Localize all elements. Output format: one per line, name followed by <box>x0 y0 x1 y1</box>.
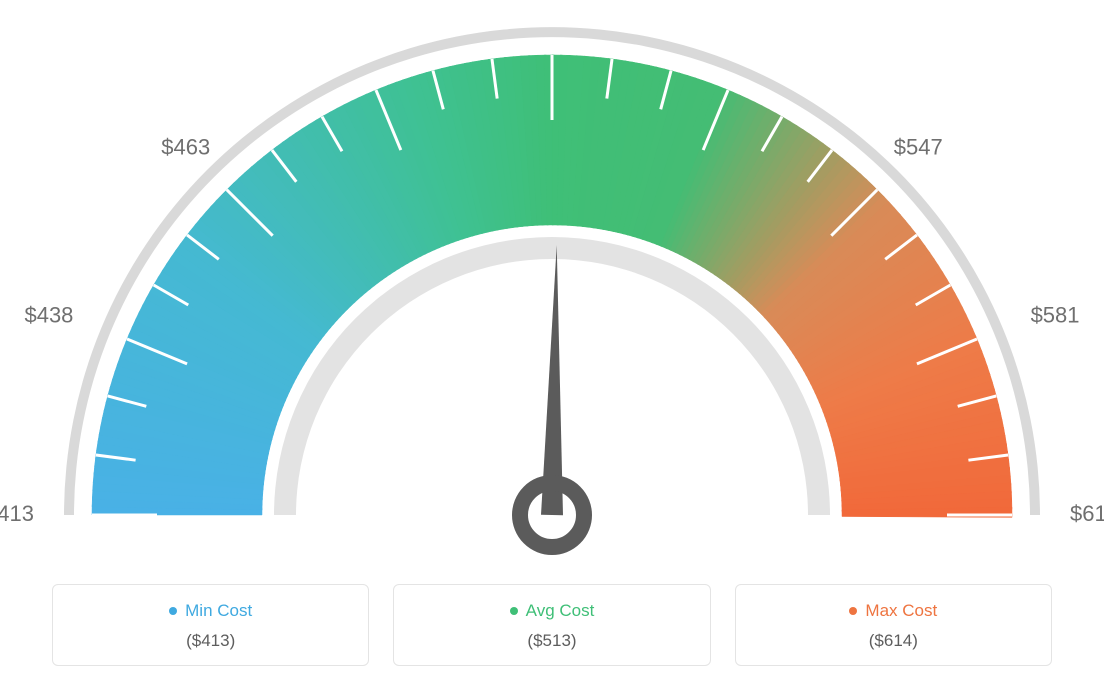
svg-text:$413: $413 <box>0 501 34 526</box>
legend-dot-avg <box>510 607 518 615</box>
legend-row: Min Cost ($413) Avg Cost ($513) Max Cost… <box>52 584 1052 666</box>
gauge-svg: $413 $438 $463 $513 $547 $581 $614 <box>0 0 1104 560</box>
svg-text:$438: $438 <box>24 303 73 328</box>
svg-text:$463: $463 <box>161 135 210 160</box>
legend-label-min: Min Cost <box>185 601 252 621</box>
gauge-area: $413 $438 $463 $513 $547 $581 $614 <box>0 0 1104 560</box>
legend-value-max: ($614) <box>736 631 1051 651</box>
svg-text:$614: $614 <box>1070 501 1104 526</box>
legend-dot-min <box>169 607 177 615</box>
legend-value-min: ($413) <box>53 631 368 651</box>
svg-text:$581: $581 <box>1031 303 1080 328</box>
legend-title-min: Min Cost <box>169 601 252 621</box>
legend-label-avg: Avg Cost <box>526 601 595 621</box>
legend-title-avg: Avg Cost <box>510 601 595 621</box>
legend-title-max: Max Cost <box>849 601 937 621</box>
svg-text:$547: $547 <box>894 135 943 160</box>
legend-card-avg: Avg Cost ($513) <box>393 584 710 666</box>
legend-value-avg: ($513) <box>394 631 709 651</box>
legend-dot-max <box>849 607 857 615</box>
svg-text:$513: $513 <box>528 0 577 2</box>
legend-label-max: Max Cost <box>865 601 937 621</box>
legend-card-max: Max Cost ($614) <box>735 584 1052 666</box>
cost-gauge-chart: $413 $438 $463 $513 $547 $581 $614 Min Cost ($… <box>0 0 1104 690</box>
legend-card-min: Min Cost ($413) <box>52 584 369 666</box>
